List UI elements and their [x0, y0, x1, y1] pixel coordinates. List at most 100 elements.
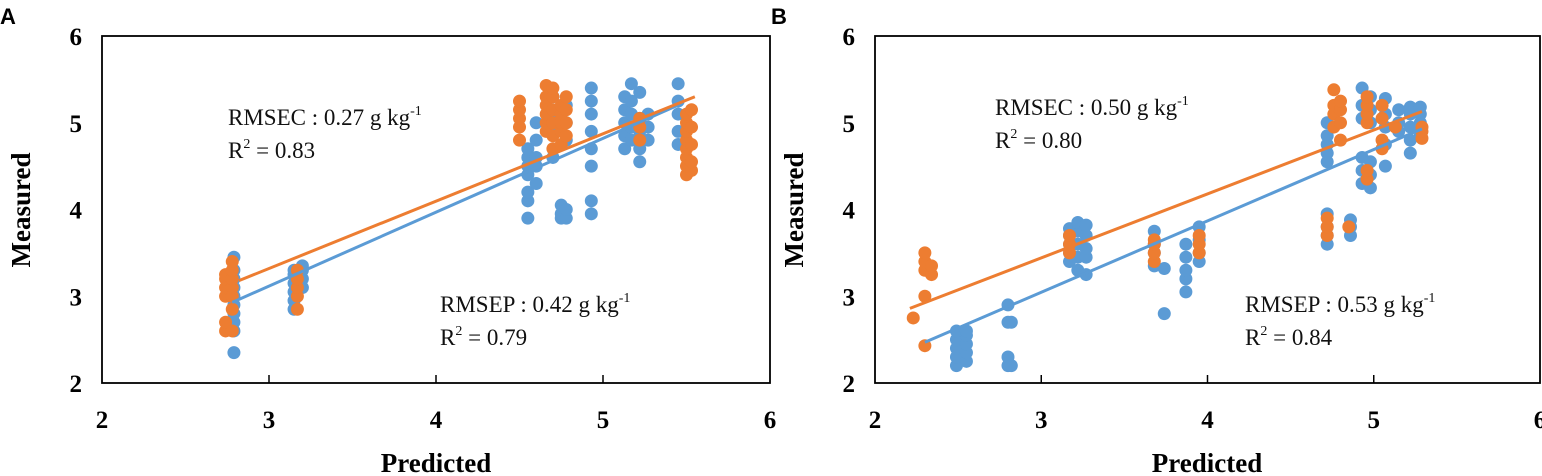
x-tick-label: 3: [1035, 407, 1048, 434]
data-point: [1360, 90, 1374, 104]
data-point: [559, 103, 573, 117]
r-label: R: [440, 325, 456, 350]
unit-superscript: -1: [410, 104, 422, 119]
plot-frame: [101, 35, 771, 384]
data-point: [633, 85, 647, 99]
data-point: [1360, 163, 1374, 177]
y-tick-label: 4: [70, 198, 83, 225]
panel-label: A: [0, 4, 16, 29]
y-tick-label: 3: [70, 284, 83, 311]
unit-superscript: -1: [1424, 291, 1436, 306]
data-point: [1342, 220, 1356, 234]
data-point: [1392, 103, 1406, 117]
data-point: [624, 77, 638, 91]
y-tick-label: 2: [70, 371, 83, 398]
x-tick-label: 2: [96, 407, 109, 434]
r-squared-text: R2 = 0.83: [228, 137, 315, 163]
rmse-value: RMSEC : 0.27 g kg: [228, 105, 411, 130]
panel-a: A 2 3 4 5 6 2 3 4 5 6 Predicted Measured RMSEC : 0.27…: [0, 4, 776, 476]
fit-line-blue: [231, 102, 683, 304]
data-point: [225, 302, 239, 316]
data-point: [671, 77, 685, 91]
data-point: [584, 94, 598, 108]
data-point: [513, 94, 526, 108]
r-superscript: 2: [1010, 127, 1017, 142]
data-point: [1403, 100, 1417, 114]
data-point: [685, 137, 699, 151]
r-squared-value: = 0.80: [1017, 128, 1082, 153]
data-point: [1004, 359, 1018, 373]
panel-label: B: [771, 4, 787, 29]
data-point: [521, 211, 535, 225]
data-point: [1403, 133, 1417, 147]
r-squared-value: = 0.79: [462, 325, 527, 350]
data-point: [559, 90, 573, 104]
data-point: [918, 246, 932, 260]
r-superscript: 2: [455, 324, 462, 339]
data-point: [584, 124, 598, 138]
data-point: [1063, 229, 1077, 243]
unit-superscript: -1: [619, 291, 631, 306]
data-point: [1320, 211, 1334, 225]
data-point: [1079, 218, 1093, 232]
data-point: [225, 255, 239, 269]
prediction-stats: RMSEP : 0.42 g kg-1 R2 = 0.79: [440, 291, 630, 350]
plot-frame: [874, 35, 1541, 384]
data-point: [513, 133, 526, 147]
r-squared-text: R2 = 0.80: [995, 127, 1082, 153]
data-point: [584, 207, 598, 221]
fit-line-blue: [924, 127, 1423, 344]
rmse-text: RMSEP : 0.42 g kg-1: [440, 291, 630, 317]
data-point: [685, 120, 699, 134]
data-point: [584, 194, 598, 208]
x-tick-label: 6: [764, 407, 777, 434]
data-point: [1157, 307, 1171, 321]
y-axis-title: Measured: [779, 153, 809, 268]
r-superscript: 2: [243, 137, 250, 152]
y-axis-title: Measured: [6, 153, 36, 268]
y-tick-label: 5: [843, 111, 856, 138]
data-point: [290, 302, 304, 316]
fit-line-orange: [238, 95, 696, 283]
calibration-stats: RMSEC : 0.50 g kg-1 R2 = 0.80: [995, 94, 1189, 153]
data-point: [584, 107, 598, 121]
rmse-value: RMSEP : 0.42 g kg: [440, 292, 619, 317]
r-label: R: [995, 128, 1011, 153]
data-point: [906, 311, 920, 325]
x-tick-label: 4: [430, 407, 443, 434]
x-tick-label: 6: [1534, 407, 1542, 434]
data-point: [925, 259, 939, 273]
data-point: [1413, 100, 1427, 114]
y-tick-label: 6: [70, 24, 83, 51]
r-squared-text: R2 = 0.79: [440, 324, 527, 350]
data-point: [1334, 116, 1347, 130]
fit-line-orange: [909, 110, 1423, 310]
data-point: [1403, 146, 1417, 160]
data-point: [529, 133, 543, 147]
data-point: [685, 155, 699, 169]
data-point: [1179, 250, 1193, 264]
rmse-text: RMSEC : 0.27 g kg-1: [228, 104, 422, 130]
y-tick-label: 3: [843, 284, 856, 311]
data-point: [584, 81, 598, 95]
data-point: [918, 289, 932, 303]
data-point: [624, 94, 638, 108]
data-point: [559, 129, 573, 143]
data-point: [584, 159, 598, 173]
x-tick-label: 5: [1368, 407, 1381, 434]
data-point: [521, 142, 535, 156]
x-tick-label: 3: [263, 407, 276, 434]
r-squared-value: = 0.84: [1267, 325, 1332, 350]
r-squared-value: = 0.83: [250, 138, 315, 163]
panel-b: B 2 3 4 5 6 2 3 4 5 6 Predicted Measured RMSEC : 0.50…: [771, 4, 1542, 476]
data-point: [1375, 98, 1389, 112]
rmse-value: RMSEP : 0.53 g kg: [1245, 292, 1424, 317]
data-point: [227, 346, 241, 360]
y-tick-label: 5: [70, 111, 83, 138]
calibration-stats: RMSEC : 0.27 g kg-1 R2 = 0.83: [228, 104, 422, 163]
data-point: [1403, 120, 1417, 134]
rmse-text: RMSEC : 0.50 g kg-1: [995, 94, 1189, 120]
x-axis-title: Predicted: [381, 448, 491, 476]
data-point: [959, 324, 973, 338]
